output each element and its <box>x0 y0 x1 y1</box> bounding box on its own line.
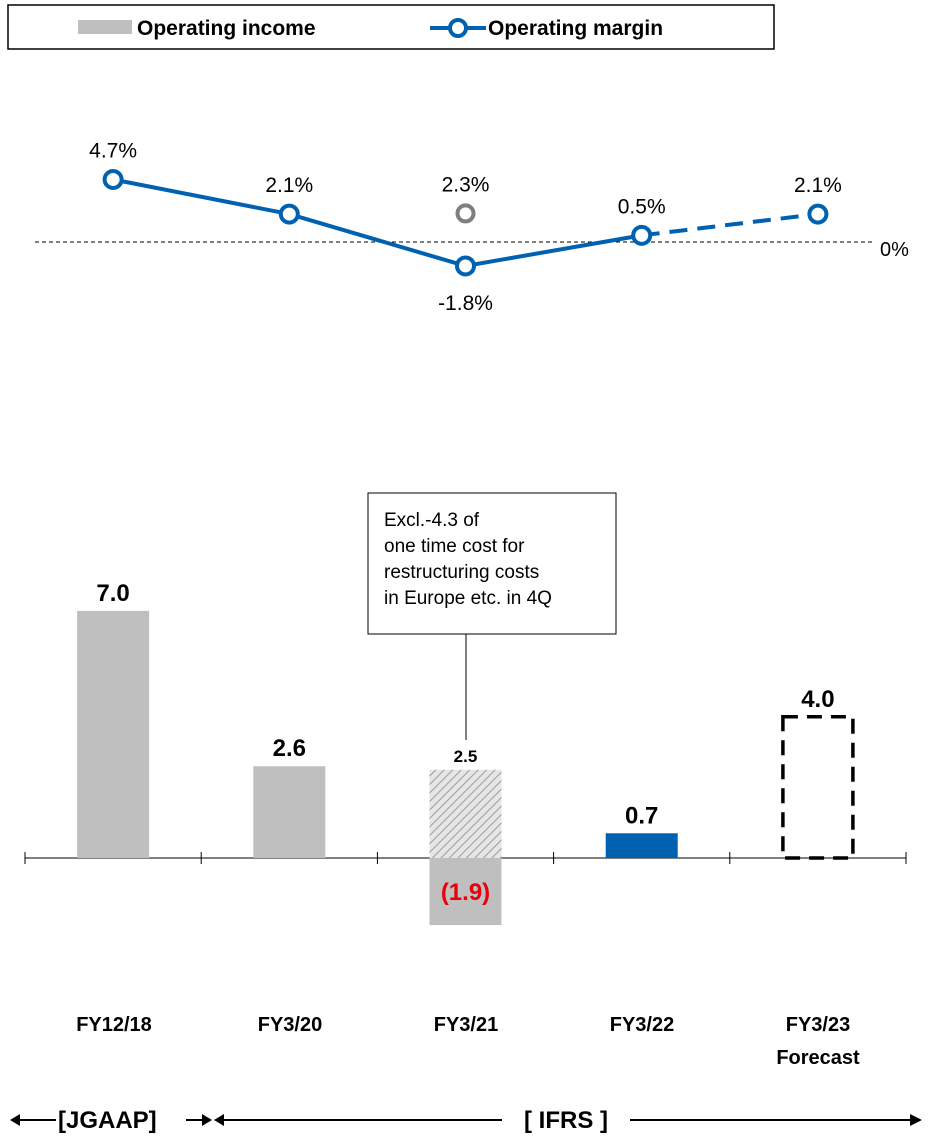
annotation-line-3: restructuring costs <box>384 562 539 583</box>
margin-point-excluding-one-time-cost <box>455 203 476 224</box>
legend-frame <box>7 4 775 50</box>
jgaap-label: [JGAAP] <box>58 1107 157 1134</box>
margin-label-excluding-one-time-cost: 2.3% <box>442 173 490 196</box>
margin-line <box>112 177 643 268</box>
annotation: Excl.-4.3 of one time cost for restructu… <box>367 492 617 740</box>
bar <box>253 766 326 858</box>
annotation-line-1: Excl.-4.3 of <box>384 510 480 531</box>
category-axis-labels: FY12/18 FY3/20 FY3/21 FY3/22 FY3/23 Fore… <box>76 1014 860 1069</box>
bar-value-label: 2.6 <box>273 735 306 762</box>
legend: Operating income Operating margin <box>7 4 775 50</box>
income-bar-chart: 2.5 7.0 2.6 (1.9) 0.7 4.0 <box>24 580 907 926</box>
margin-point <box>278 203 300 225</box>
legend-line-label: Operating margin <box>488 17 663 40</box>
annotation-line-4: in Europe etc. in 4Q <box>384 588 552 609</box>
category-sublabel-forecast: Forecast <box>776 1047 860 1069</box>
ifrs-arrow-right-icon <box>910 1114 922 1126</box>
legend-line-marker <box>448 18 468 38</box>
margin-value-label: -1.8% <box>438 292 493 315</box>
annotation-line-2: one time cost for <box>384 536 525 557</box>
margin-point <box>631 224 653 246</box>
margin-zero-label: 0% <box>880 239 909 261</box>
jgaap-arrow-left-icon <box>10 1114 20 1126</box>
legend-bar-swatch <box>78 20 132 34</box>
margin-point <box>455 255 476 277</box>
margin-value-label: 4.7% <box>89 139 137 162</box>
bar-forecast <box>781 715 855 860</box>
ifrs-arrow-left-icon <box>214 1114 224 1126</box>
bar-excluding-one-time-cost <box>429 769 502 858</box>
margin-value-label: 0.5% <box>618 195 666 218</box>
accounting-periods: [JGAAP] [ IFRS ] <box>10 1107 922 1134</box>
bar-value-label-negative: (1.9) <box>441 879 490 906</box>
category-label-fy12-18: FY12/18 <box>76 1014 152 1036</box>
category-label-fy3-20: FY3/20 <box>258 1014 322 1036</box>
category-label-fy3-23: FY3/23 <box>786 1014 850 1036</box>
bar <box>77 610 150 858</box>
bar-label-excluding-one-time-cost: 2.5 <box>454 747 478 766</box>
legend-bar-label: Operating income <box>137 17 316 40</box>
margin-value-label: 2.1% <box>265 174 313 197</box>
bar-value-label: 4.0 <box>801 686 834 713</box>
bar-value-label: 0.7 <box>625 802 658 829</box>
margin-value-label: 2.1% <box>794 174 842 197</box>
bar-value-label: 7.0 <box>96 580 129 607</box>
ifrs-label: [ IFRS ] <box>524 1107 608 1134</box>
jgaap-arrow-right-icon <box>202 1114 212 1126</box>
margin-point <box>807 203 829 225</box>
category-label-fy3-22: FY3/22 <box>610 1014 674 1036</box>
margin-line-chart: 0% 4.7% 2.1% -1.8% 0.5% 2.1% 2.3% <box>35 139 909 315</box>
margin-point <box>102 168 124 190</box>
margin-line-forecast <box>641 212 819 238</box>
bar <box>605 833 678 858</box>
bar <box>429 858 502 926</box>
annotation-box <box>367 492 617 635</box>
category-label-fy3-21: FY3/21 <box>434 1014 498 1036</box>
